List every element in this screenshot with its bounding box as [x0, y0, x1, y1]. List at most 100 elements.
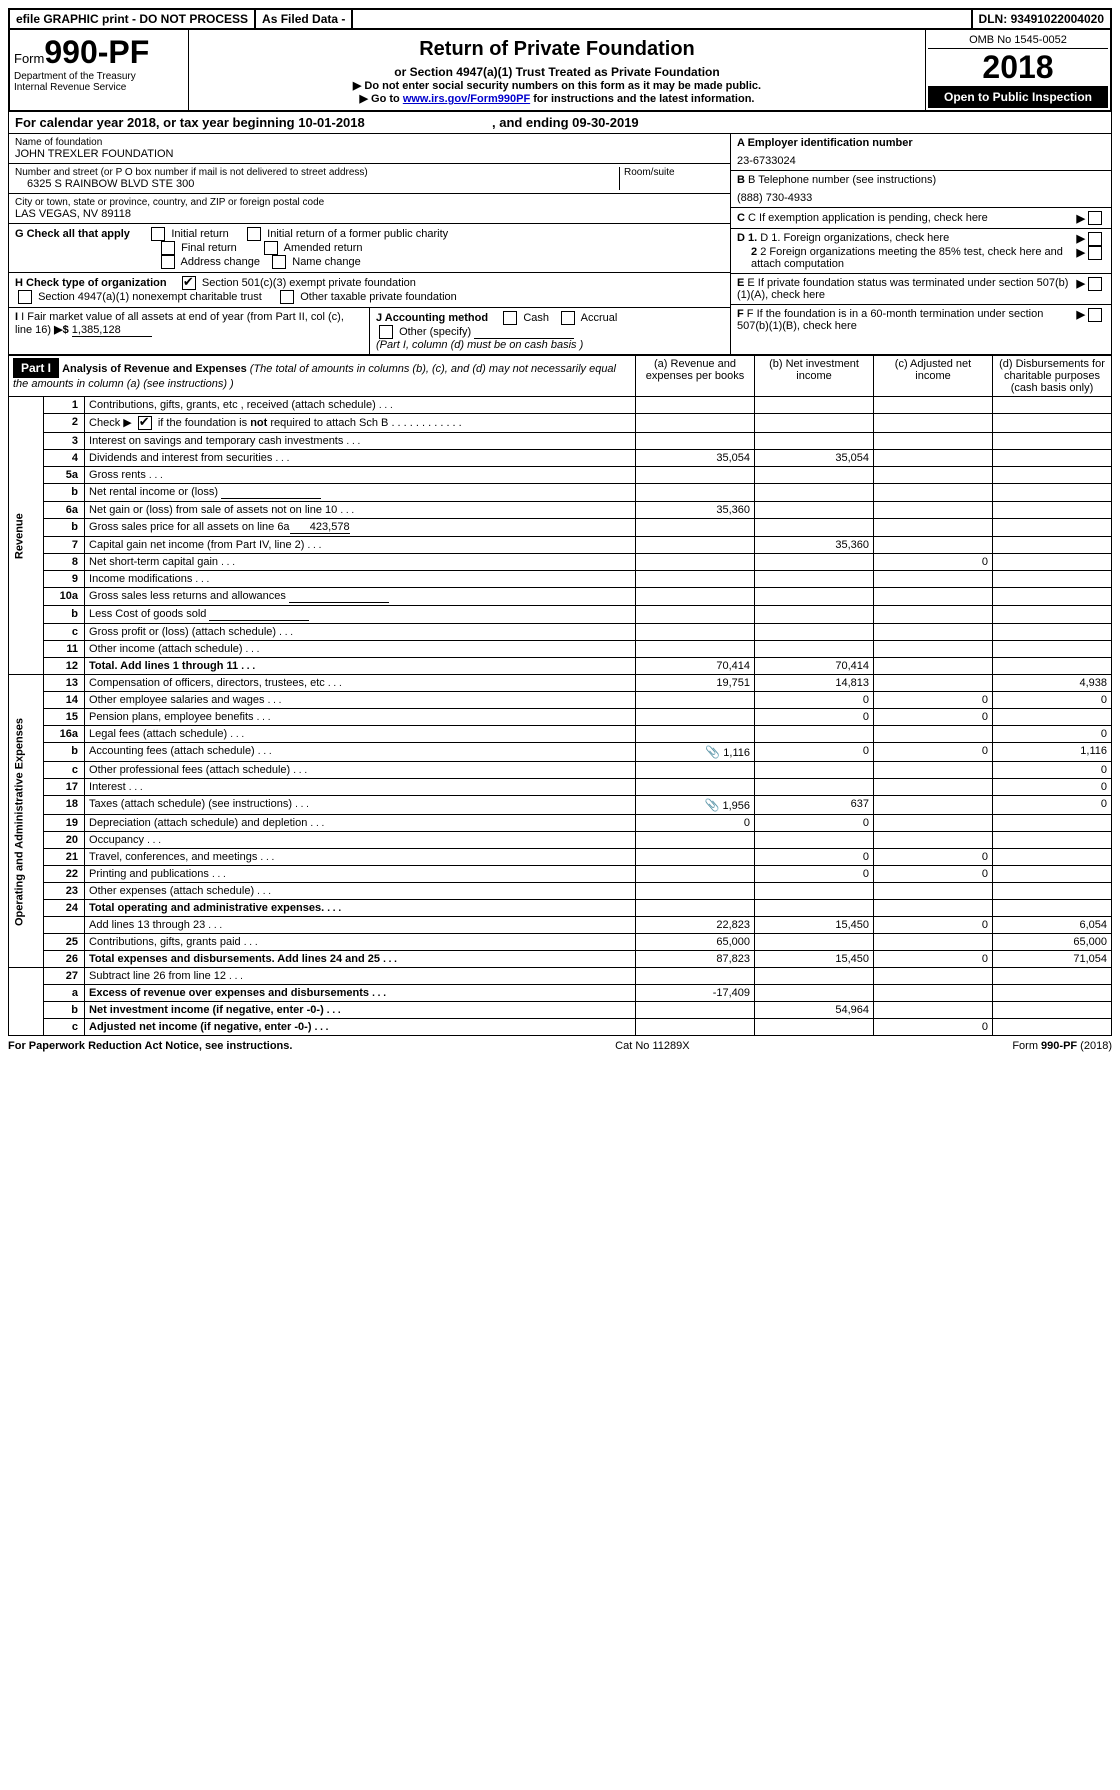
chk-final[interactable] — [161, 241, 175, 255]
lbl-4947: Section 4947(a)(1) nonexempt charitable … — [38, 291, 262, 303]
col-b-value — [755, 397, 874, 414]
line-number: 4 — [44, 450, 85, 467]
i-label: I — [15, 311, 18, 323]
line-description: Contributions, gifts, grants, etc , rece… — [85, 397, 636, 414]
line-number: 16a — [44, 726, 85, 743]
col-a-value — [636, 606, 755, 624]
chk-501c3[interactable] — [182, 276, 196, 290]
col-c-value: 0 — [874, 554, 993, 571]
line-description: Add lines 13 through 23 . . . — [85, 917, 636, 934]
line-description: Gross sales price for all assets on line… — [85, 519, 636, 537]
table-row: aExcess of revenue over expenses and dis… — [9, 985, 1112, 1002]
col-a-value: 35,360 — [636, 502, 755, 519]
fmv-value: 1,385,128 — [72, 324, 152, 337]
table-row: 6aNet gain or (loss) from sale of assets… — [9, 502, 1112, 519]
chk-c[interactable] — [1088, 211, 1102, 225]
chk-cash[interactable] — [503, 311, 517, 325]
line-description: Total operating and administrative expen… — [85, 900, 636, 917]
col-b-value — [755, 779, 874, 796]
j-label: J Accounting method — [376, 312, 488, 324]
line-description: Total. Add lines 1 through 11 . . . — [85, 658, 636, 675]
table-row: 2Check ▶ if the foundation is not requir… — [9, 414, 1112, 433]
line-number: 19 — [44, 815, 85, 832]
chk-name-change[interactable] — [272, 255, 286, 269]
col-a-value — [636, 832, 755, 849]
line-description: Net short-term capital gain . . . — [85, 554, 636, 571]
col-b-value: 0 — [755, 866, 874, 883]
table-row: 5aGross rents . . . — [9, 467, 1112, 484]
chk-other-method[interactable] — [379, 325, 393, 339]
info-left: Name of foundation JOHN TREXLER FOUNDATI… — [9, 134, 730, 354]
col-c-value — [874, 450, 993, 467]
col-d-value — [993, 709, 1112, 726]
col-d-value — [993, 467, 1112, 484]
col-a-value: 📎 1,116 — [636, 743, 755, 762]
table-row: 4Dividends and interest from securities … — [9, 450, 1112, 467]
chk-sch-b[interactable] — [138, 416, 152, 430]
line-number: 6a — [44, 502, 85, 519]
col-a-value — [636, 537, 755, 554]
blank-vert — [9, 968, 44, 1036]
table-row: 12Total. Add lines 1 through 11 . . .70,… — [9, 658, 1112, 675]
chk-e[interactable] — [1088, 277, 1102, 291]
line-number: b — [44, 606, 85, 624]
attachment-icon[interactable]: 📎 — [705, 745, 720, 759]
col-c-value — [874, 675, 993, 692]
col-a-value: 87,823 — [636, 951, 755, 968]
col-d-value — [993, 985, 1112, 1002]
form-header: Form990-PF Department of the Treasury In… — [8, 30, 1112, 112]
lbl-name-change: Name change — [292, 256, 361, 268]
chk-d2[interactable] — [1088, 246, 1102, 260]
chk-initial-former[interactable] — [247, 227, 261, 241]
chk-4947[interactable] — [18, 290, 32, 304]
col-d-value — [993, 900, 1112, 917]
col-b-value: 14,813 — [755, 675, 874, 692]
expenses-vert-label: Operating and Administrative Expenses — [9, 675, 44, 968]
chk-d1[interactable] — [1088, 232, 1102, 246]
col-a-value — [636, 849, 755, 866]
col-a-value — [636, 641, 755, 658]
ein-value: 23-6733024 — [737, 149, 1105, 167]
irs-link[interactable]: www.irs.gov/Form990PF — [403, 93, 530, 105]
form-number-block: Form990-PF Department of the Treasury In… — [10, 30, 189, 110]
line-description: Travel, conferences, and meetings . . . — [85, 849, 636, 866]
table-row: 11Other income (attach schedule) . . . — [9, 641, 1112, 658]
chk-f[interactable] — [1088, 308, 1102, 322]
col-a-value: 📎 1,956 — [636, 796, 755, 815]
year-block: OMB No 1545-0052 2018 Open to Public Ins… — [925, 30, 1110, 110]
line-description: Capital gain net income (from Part IV, l… — [85, 537, 636, 554]
table-row: 7Capital gain net income (from Part IV, … — [9, 537, 1112, 554]
chk-addr-change[interactable] — [161, 255, 175, 269]
part1-header-row: Part I Analysis of Revenue and Expenses … — [9, 356, 1112, 397]
line-description: Other employee salaries and wages . . . — [85, 692, 636, 709]
c-label: C If exemption application is pending, c… — [748, 212, 988, 224]
line-number: c — [44, 624, 85, 641]
table-row: 25Contributions, gifts, grants paid . . … — [9, 934, 1112, 951]
ein-label: A Employer identification number — [737, 137, 1105, 149]
chk-accrual[interactable] — [561, 311, 575, 325]
attachment-icon[interactable]: 📎 — [704, 798, 719, 812]
col-a-value — [636, 588, 755, 606]
table-row: 27Subtract line 26 from line 12 . . . — [9, 968, 1112, 985]
line-number: 10a — [44, 588, 85, 606]
col-a-value — [636, 467, 755, 484]
col-b-value: 54,964 — [755, 1002, 874, 1019]
col-c-value — [874, 985, 993, 1002]
col-b-value — [755, 502, 874, 519]
col-d-value: 0 — [993, 726, 1112, 743]
line-number: 17 — [44, 779, 85, 796]
col-a-value — [636, 433, 755, 450]
chk-amended[interactable] — [264, 241, 278, 255]
col-a-value — [636, 571, 755, 588]
col-a-value — [636, 1019, 755, 1036]
chk-initial-return[interactable] — [151, 227, 165, 241]
col-b-value — [755, 433, 874, 450]
lbl-501c3: Section 501(c)(3) exempt private foundat… — [202, 277, 416, 289]
line-description: Dividends and interest from securities .… — [85, 450, 636, 467]
col-d-value: 65,000 — [993, 934, 1112, 951]
col-b-value: 637 — [755, 796, 874, 815]
col-d-value — [993, 849, 1112, 866]
col-c-value — [874, 815, 993, 832]
col-b-value — [755, 588, 874, 606]
chk-other-taxable[interactable] — [280, 290, 294, 304]
